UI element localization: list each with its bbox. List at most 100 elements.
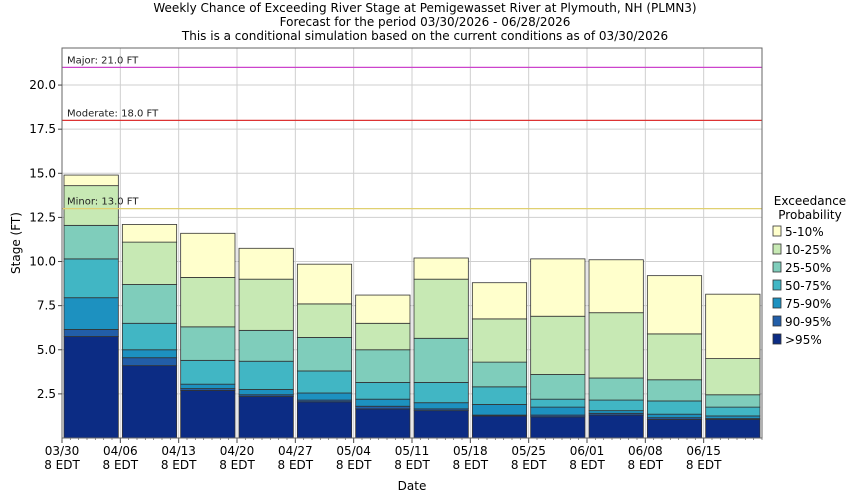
bar-segment [355, 294, 411, 324]
bar-segment [471, 282, 528, 320]
x-tick-label: 05/18 [453, 444, 488, 458]
bar-segment [530, 315, 586, 375]
bar-segment [355, 398, 411, 407]
legend-label: 10-25% [785, 243, 831, 257]
bar-segment [355, 408, 411, 439]
x-tick-label: 03/30 [45, 444, 80, 458]
bar-week-04-27 [296, 263, 353, 439]
bar-segment [63, 224, 119, 260]
x-tick-label: 8 EDT [336, 458, 372, 472]
bar-segment [646, 333, 703, 381]
bar-segment [413, 257, 469, 280]
bar-week-06-08 [646, 275, 703, 439]
bar-segment [588, 377, 644, 401]
x-tick-label: 05/25 [511, 444, 546, 458]
bar-segment [63, 336, 119, 439]
bar-segment [121, 365, 178, 439]
x-tick-label: 06/08 [628, 444, 663, 458]
bar-segment [121, 322, 178, 351]
y-tick-label: 17.5 [29, 122, 56, 136]
bar-segment [413, 410, 469, 439]
axes: 2.55.07.510.012.515.017.520.003/308 EDT0… [29, 47, 763, 472]
x-tick-label: 06/15 [686, 444, 721, 458]
threshold-label: Major: 21.0 FT [67, 55, 139, 66]
legend-label: 75-90% [785, 297, 831, 311]
bar-segment [530, 258, 586, 317]
bar-segment [121, 357, 178, 367]
legend-label: >95% [785, 333, 822, 347]
bar-segment [63, 258, 119, 299]
bar-segment [355, 382, 411, 400]
title-line-1: Weekly Chance of Exceeding River Stage a… [153, 1, 696, 15]
bar-week-04-20 [238, 247, 294, 439]
x-tick-label: 04/27 [278, 444, 313, 458]
x-axis-label: Date [398, 479, 427, 493]
title-line-3: This is a conditional simulation based o… [181, 29, 668, 43]
title-line-2: Forecast for the period 03/30/2026 - 06/… [280, 15, 571, 29]
x-tick-label: 8 EDT [219, 458, 255, 472]
legend-swatch [772, 225, 782, 237]
bars [63, 174, 761, 439]
bar-week-04-13 [180, 232, 236, 439]
bar-segment [705, 358, 761, 396]
bar-segment [180, 326, 236, 361]
x-tick-label: 8 EDT [161, 458, 197, 472]
bar-week-05-04 [355, 294, 411, 439]
legend-swatch [772, 333, 782, 345]
x-tick-label: 8 EDT [453, 458, 489, 472]
bar-segment [63, 297, 119, 330]
bar-segment [238, 389, 294, 396]
bar-segment [471, 404, 528, 416]
bar-segment [238, 247, 294, 280]
x-tick-label: 8 EDT [511, 458, 547, 472]
bar-segment [238, 396, 294, 439]
x-tick-label: 8 EDT [569, 458, 605, 472]
bar-segment [121, 349, 178, 359]
legend-title-2: Probability [778, 208, 841, 222]
bar-segment [471, 361, 528, 388]
legend-swatch [772, 297, 782, 309]
bar-segment [705, 394, 761, 408]
legend-swatch [772, 261, 782, 273]
bar-segment [588, 312, 644, 379]
bar-segment [180, 232, 236, 278]
bar-segment [705, 293, 761, 359]
bar-segment [296, 303, 353, 338]
legend-swatch [772, 279, 782, 291]
y-tick-label: 12.5 [29, 210, 56, 224]
threshold-label: Moderate: 18.0 FT [67, 108, 159, 119]
bar-segment [180, 389, 236, 439]
bar-segment [530, 374, 586, 400]
bar-segment [413, 337, 469, 383]
bar-segment [530, 398, 586, 408]
bar-segment [646, 379, 703, 402]
bar-segment [646, 413, 703, 419]
bar-segment [355, 322, 411, 351]
bar-segment [646, 275, 703, 335]
x-tick-label: 04/06 [103, 444, 138, 458]
legend-label: 5-10% [785, 225, 824, 239]
bar-segment [530, 406, 586, 416]
x-tick-label: 04/13 [161, 444, 196, 458]
x-tick-label: 8 EDT [44, 458, 80, 472]
bar-segment [705, 406, 761, 417]
bar-segment [530, 416, 586, 439]
bar-week-04-06 [121, 224, 178, 439]
y-tick-label: 2.5 [37, 387, 56, 401]
thresholds: Major: 21.0 FT Moderate: 18.0 FT Minor: 13… [62, 55, 762, 210]
x-tick-label: 8 EDT [394, 458, 430, 472]
legend-title-1: Exceedance [774, 194, 846, 208]
bar-segment [705, 419, 761, 439]
y-tick-label: 5.0 [37, 343, 56, 357]
legend-label: 25-50% [785, 261, 831, 275]
bar-week-06-15 [705, 293, 761, 439]
bar-segment [180, 277, 236, 328]
bar-segment [63, 329, 119, 337]
legend: Exceedance Probability 5-10% 10-25% 25-50%… [772, 194, 846, 347]
bar-segment [296, 337, 353, 372]
bar-week-05-11 [413, 257, 469, 439]
bar-segment [588, 399, 644, 412]
x-tick-label: 8 EDT [628, 458, 664, 472]
bar-segment [646, 400, 703, 415]
y-tick-label: 10.0 [29, 255, 56, 269]
